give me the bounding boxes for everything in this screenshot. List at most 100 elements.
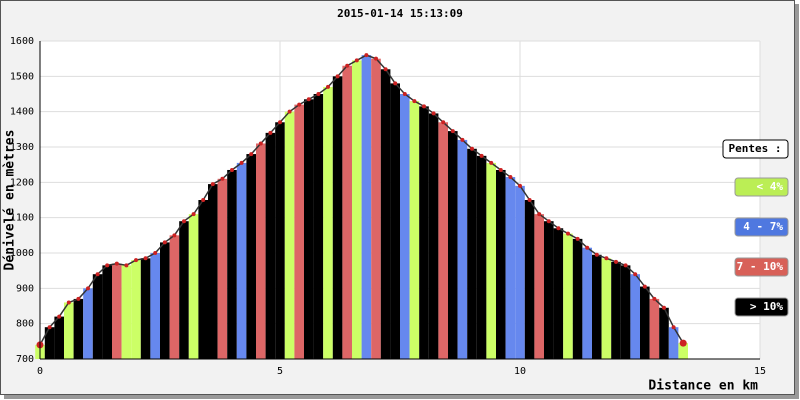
point [527, 198, 532, 202]
point [679, 339, 687, 347]
bar [304, 99, 314, 360]
x-tick-label: 5 [277, 366, 283, 377]
x-tick-label: 0 [37, 366, 43, 377]
x-axis-label: Distance en km [648, 379, 758, 394]
point [172, 233, 177, 238]
point [518, 183, 522, 188]
point [278, 120, 282, 125]
point [287, 109, 292, 114]
bar [668, 327, 679, 359]
point [230, 167, 234, 172]
point [134, 258, 138, 263]
bar [294, 104, 304, 359]
point [402, 92, 407, 96]
point [671, 325, 676, 330]
point [642, 284, 647, 289]
point [105, 263, 110, 268]
point [182, 219, 186, 224]
point [422, 104, 426, 109]
point [470, 146, 474, 151]
point [220, 176, 225, 181]
bar [476, 155, 487, 359]
y-axis-label: Dénivelé en mètres [3, 130, 18, 271]
bar [572, 238, 583, 359]
bar [659, 307, 669, 359]
legend-label: 4 - 7% [743, 220, 783, 233]
bar [428, 113, 439, 359]
point [393, 81, 398, 86]
point [450, 129, 455, 134]
point [431, 111, 436, 116]
y-tick-label: 800 [16, 319, 34, 330]
bar [140, 258, 151, 359]
legend-swatch [734, 177, 789, 197]
legend-title-box [722, 139, 789, 159]
point [124, 263, 129, 268]
point [316, 92, 321, 96]
bar [620, 265, 631, 359]
point [614, 259, 618, 264]
point [594, 252, 599, 257]
bar [563, 233, 573, 359]
point [585, 245, 590, 250]
bar [352, 60, 362, 359]
bar [409, 101, 420, 360]
point [258, 141, 263, 146]
bar [544, 221, 554, 359]
bar [582, 247, 592, 359]
point [354, 58, 359, 63]
point [297, 102, 302, 107]
bar [179, 221, 189, 359]
bar [390, 83, 400, 360]
y-tick-label: 1000 [10, 248, 34, 259]
bar [73, 298, 84, 359]
point [364, 53, 369, 58]
bar [515, 185, 525, 359]
legend-title: Pentes : [729, 142, 782, 155]
legend-label: > 10% [750, 300, 783, 313]
point [306, 97, 311, 102]
bar [265, 132, 276, 359]
bar [323, 86, 333, 359]
legend-swatch [734, 257, 789, 277]
bar [342, 65, 352, 359]
bar [649, 298, 660, 359]
bar [217, 178, 228, 359]
bar [313, 94, 324, 359]
bar [553, 228, 564, 359]
point [210, 182, 215, 187]
y-tick-label: 1100 [10, 213, 34, 224]
point [556, 226, 561, 231]
point [143, 256, 148, 261]
point [191, 212, 196, 217]
legend-swatch [734, 297, 789, 317]
point [374, 56, 378, 61]
point [412, 99, 417, 104]
bar [361, 55, 372, 360]
bar [640, 286, 650, 359]
bar [236, 162, 247, 359]
bar [400, 94, 410, 359]
y-tick-label: 1200 [10, 177, 34, 188]
bar [92, 274, 103, 359]
point [239, 160, 244, 165]
point [546, 219, 551, 224]
legend-label: < 4% [757, 180, 784, 193]
point [566, 231, 570, 236]
bar [467, 148, 477, 359]
bar [457, 139, 468, 359]
bar [54, 316, 64, 359]
point [162, 240, 167, 245]
point [153, 251, 158, 255]
bar [505, 177, 516, 359]
bar [448, 131, 458, 359]
point [489, 160, 494, 165]
y-tick-label: 1500 [10, 71, 34, 82]
bar [438, 122, 448, 360]
bar [160, 242, 170, 359]
bar [496, 169, 506, 359]
point [623, 263, 628, 268]
x-tick-label: 10 [514, 366, 526, 377]
bar [44, 327, 55, 359]
point [575, 236, 580, 241]
